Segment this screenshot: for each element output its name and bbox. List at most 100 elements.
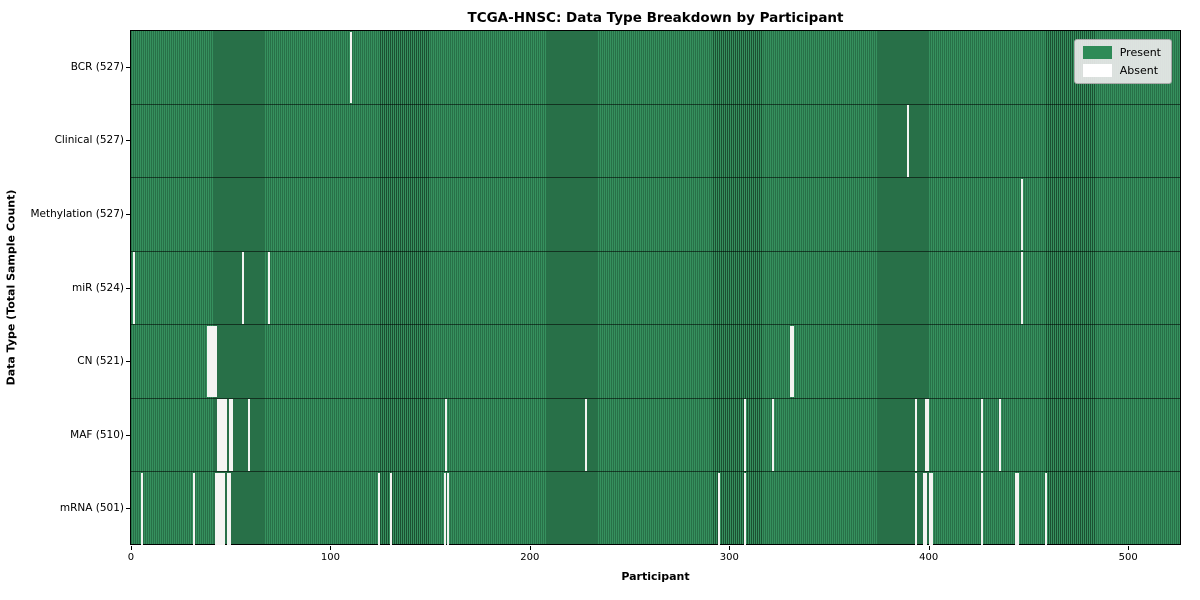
x-tick-mark (1128, 546, 1130, 550)
absent-marker (222, 472, 225, 546)
absent-marker (915, 472, 918, 546)
y-tick-mark (126, 140, 130, 142)
y-tick-mark (126, 434, 130, 436)
absent-marker (224, 399, 227, 471)
y-tick-label-maf: MAF (510) (70, 428, 124, 441)
y-tick-mark (126, 361, 130, 363)
absent-marker (445, 399, 448, 471)
absent-marker (192, 472, 195, 546)
heatmap-row-bcr (131, 31, 1180, 105)
y-tick-label-mrna: mRNA (501) (59, 502, 124, 515)
absent-marker (915, 399, 918, 471)
bar-texture (131, 31, 1180, 544)
x-tick-label-0: 0 (127, 552, 135, 563)
absent-marker (226, 472, 229, 546)
plot-area: Present Absent (130, 30, 1181, 546)
absent-marker (443, 472, 446, 546)
absent-marker (216, 472, 219, 546)
absent-marker (214, 472, 217, 546)
x-tick-label-200: 200 (520, 552, 540, 563)
absent-marker (218, 399, 221, 471)
absent-marker (132, 252, 135, 324)
y-tick-label-cn: CN (521) (77, 355, 124, 368)
y-tick-label-methylation: Methylation (527) (30, 207, 124, 220)
absent-marker (228, 399, 231, 471)
absent-marker (925, 399, 928, 471)
absent-marker (980, 399, 983, 471)
absent-marker (789, 325, 792, 398)
x-tick-mark (130, 546, 132, 550)
absent-marker (584, 399, 587, 471)
absent-marker (771, 399, 774, 471)
absent-marker (1014, 472, 1017, 546)
absent-marker (1020, 178, 1023, 251)
heatmap-row-mir (131, 252, 1180, 326)
legend-label-present: Present (1119, 46, 1161, 59)
x-tick-mark (330, 546, 332, 550)
absent-marker (268, 252, 271, 324)
heatmap-row-methylation (131, 178, 1180, 252)
legend-swatch-absent (1082, 64, 1112, 77)
absent-marker (389, 472, 392, 546)
legend-label-absent: Absent (1119, 64, 1159, 77)
legend-item-absent: Absent (1082, 64, 1161, 77)
heatmap-row-clinical (131, 105, 1180, 179)
heatmap-row-mrna (131, 472, 1180, 546)
y-tick-mark (126, 66, 130, 68)
absent-marker (210, 325, 213, 398)
absent-marker (718, 472, 721, 546)
absent-marker (230, 399, 233, 471)
absent-marker (998, 399, 1001, 471)
absent-marker (208, 325, 211, 398)
absent-marker (925, 472, 928, 546)
absent-marker (220, 472, 223, 546)
y-tick-mark (126, 213, 130, 215)
y-tick-label-bcr: BCR (527) (70, 60, 124, 73)
absent-marker (216, 399, 219, 471)
absent-marker (248, 399, 251, 471)
absent-marker (242, 252, 245, 324)
absent-marker (1016, 472, 1019, 546)
absent-marker (220, 399, 223, 471)
absent-marker (228, 472, 231, 546)
absent-marker (923, 472, 926, 546)
y-tick-label-clinical: Clinical (527) (54, 134, 124, 147)
absent-marker (377, 472, 380, 546)
absent-marker (349, 31, 352, 104)
absent-marker (791, 325, 794, 398)
x-tick-label-500: 500 (1118, 552, 1138, 563)
absent-marker (980, 472, 983, 546)
absent-marker (214, 325, 217, 398)
absent-marker (744, 472, 747, 546)
x-tick-label-400: 400 (919, 552, 939, 563)
y-tick-mark (126, 508, 130, 510)
y-tick-mark (126, 287, 130, 289)
x-tick-label-300: 300 (719, 552, 739, 563)
legend-swatch-present (1082, 46, 1112, 59)
absent-marker (447, 472, 450, 546)
absent-marker (222, 399, 225, 471)
absent-marker (1020, 252, 1023, 324)
x-tick-mark (729, 546, 731, 550)
absent-marker (140, 472, 143, 546)
legend-item-present: Present (1082, 46, 1161, 59)
heatmap-row-maf (131, 399, 1180, 473)
legend: Present Absent (1073, 39, 1172, 84)
absent-marker (744, 399, 747, 471)
absent-marker (212, 325, 215, 398)
absent-marker (218, 472, 221, 546)
absent-marker (927, 399, 930, 471)
x-tick-mark (529, 546, 531, 550)
absent-marker (929, 472, 932, 546)
x-tick-mark (928, 546, 930, 550)
x-axis-title: Participant (621, 570, 690, 583)
absent-marker (931, 472, 934, 546)
heatmap-row-cn (131, 325, 1180, 399)
x-tick-label-100: 100 (320, 552, 340, 563)
absent-marker (206, 325, 209, 398)
absent-marker (907, 105, 910, 177)
chart-title: TCGA-HNSC: Data Type Breakdown by Partic… (467, 10, 844, 26)
